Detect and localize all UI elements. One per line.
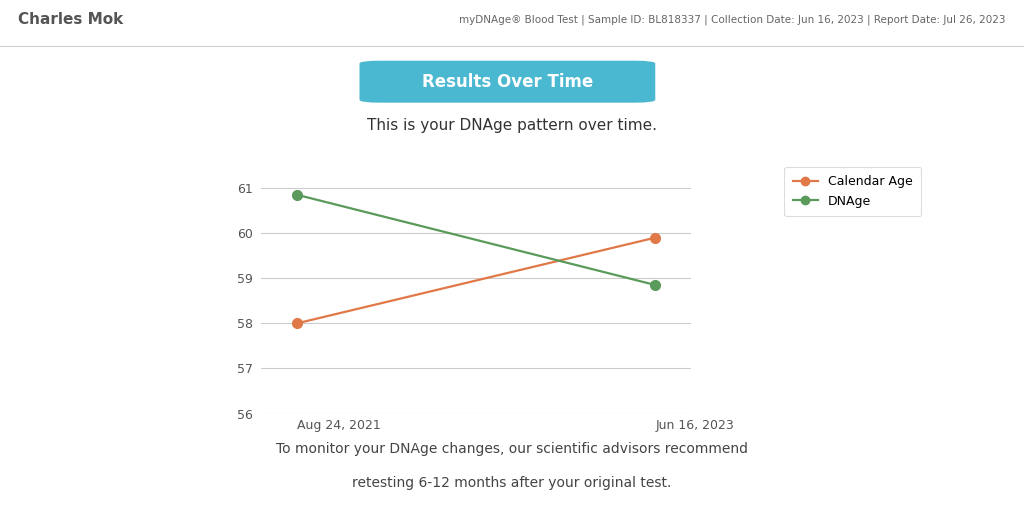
Text: Charles Mok: Charles Mok bbox=[18, 12, 124, 27]
Text: To monitor your DNAge changes, our scientific advisors recommend: To monitor your DNAge changes, our scien… bbox=[276, 442, 748, 456]
FancyBboxPatch shape bbox=[359, 60, 655, 103]
Text: retesting 6-12 months after your original test.: retesting 6-12 months after your origina… bbox=[352, 477, 672, 491]
Legend: Calendar Age, DNAge: Calendar Age, DNAge bbox=[784, 166, 922, 217]
Text: Results Over Time: Results Over Time bbox=[422, 73, 593, 90]
Text: myDNAge® Blood Test | Sample ID: BL818337 | Collection Date: Jun 16, 2023 | Repo: myDNAge® Blood Test | Sample ID: BL81833… bbox=[459, 14, 1006, 25]
Text: This is your DNAge pattern over time.: This is your DNAge pattern over time. bbox=[367, 118, 657, 133]
